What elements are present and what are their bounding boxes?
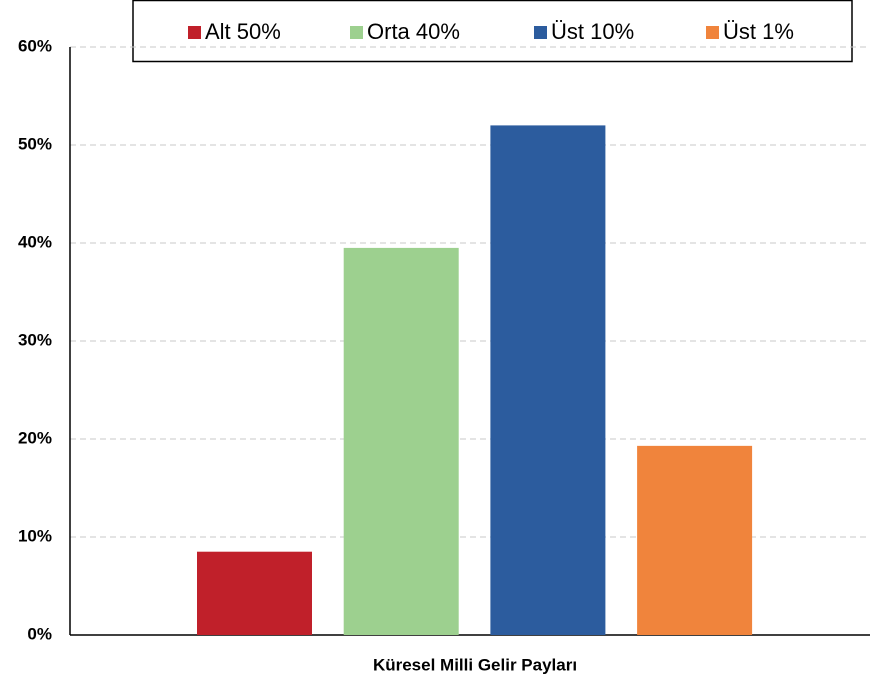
bar: [197, 551, 312, 635]
legend-label: Orta 40%: [367, 19, 460, 44]
legend-label: Üst 10%: [551, 19, 634, 44]
legend-swatch: [534, 26, 547, 39]
y-tick-label: 30%: [18, 330, 52, 349]
legend-label: Alt 50%: [205, 19, 281, 44]
legend-swatch: [706, 26, 719, 39]
legend-box: [132, 0, 853, 63]
legend-swatch: [350, 26, 363, 39]
y-tick-label: 0%: [27, 624, 52, 643]
y-tick-label: 50%: [18, 134, 52, 153]
legend-swatch: [188, 26, 201, 39]
bar: [637, 445, 753, 635]
y-tick-label: 60%: [18, 36, 52, 55]
y-tick-label: 10%: [18, 526, 52, 545]
bar: [490, 125, 606, 636]
y-tick-label: 40%: [18, 232, 52, 251]
y-tick-label: 20%: [18, 428, 52, 447]
x-axis-label: Küresel Milli Gelir Payları: [373, 655, 577, 674]
bar: [343, 247, 459, 635]
legend-label: Üst 1%: [723, 19, 794, 44]
